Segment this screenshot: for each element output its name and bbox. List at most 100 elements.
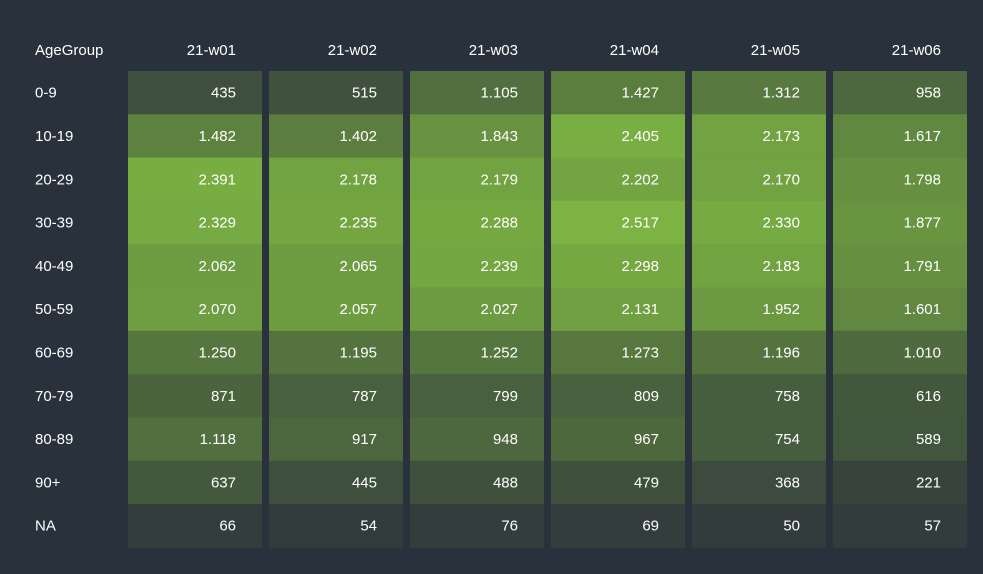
cell-value-label: 50	[783, 518, 800, 535]
cell-value-label: 435	[211, 85, 236, 102]
heatmap-cell	[410, 200, 544, 245]
heatmap-cell	[551, 200, 685, 245]
cell-value-label: 2.517	[621, 215, 659, 232]
cell-value-label: 871	[211, 388, 236, 405]
heatmap-cell	[410, 244, 544, 288]
heatmap-cell	[692, 114, 826, 158]
row-label: 70-79	[35, 388, 73, 405]
cell-value-label: 967	[634, 431, 659, 448]
cell-value-label: 221	[916, 474, 941, 491]
cell-value-label: 917	[352, 431, 377, 448]
heatmap-cell	[128, 114, 262, 158]
heatmap-cell	[128, 287, 262, 332]
heatmap-cell	[833, 504, 967, 548]
cell-value-label: 488	[493, 474, 518, 491]
heatmap-cell	[833, 330, 967, 375]
row-label: 30-39	[35, 215, 73, 232]
heatmap-cell	[551, 287, 685, 332]
heatmap-cell	[128, 71, 262, 115]
heatmap-cell	[692, 374, 826, 418]
column-header: 21-w02	[328, 42, 377, 59]
cell-value-label: 515	[352, 85, 377, 102]
heatmap-cell	[410, 460, 544, 505]
heatmap-cell	[551, 460, 685, 505]
heatmap-cell	[692, 460, 826, 505]
column-header: 21-w01	[187, 42, 236, 59]
heatmap-cell	[833, 460, 967, 505]
cell-value-label: 1.195	[339, 344, 377, 361]
heatmap-cell	[269, 244, 403, 288]
cell-value-label: 2.065	[339, 258, 377, 275]
cell-value-label: 589	[916, 431, 941, 448]
cell-value-label: 758	[775, 388, 800, 405]
cell-value-label: 616	[916, 388, 941, 405]
row-label: 80-89	[35, 431, 73, 448]
heatmap-cell	[269, 114, 403, 158]
heatmap-cell	[692, 200, 826, 245]
heatmap-cell	[551, 71, 685, 115]
heatmap-cell	[269, 374, 403, 418]
heatmap-cell	[128, 460, 262, 505]
row-label: 20-29	[35, 171, 73, 188]
cell-value-label: 445	[352, 474, 377, 491]
cell-value-label: 2.027	[480, 301, 518, 318]
cell-value-label: 2.070	[198, 301, 236, 318]
heatmap-cell	[410, 114, 544, 158]
heatmap-cell	[269, 200, 403, 245]
cell-value-label: 2.239	[480, 258, 518, 275]
cell-value-label: 2.057	[339, 301, 377, 318]
heatmap-cell	[551, 504, 685, 548]
heatmap-cell	[269, 460, 403, 505]
heatmap-cell	[551, 374, 685, 418]
heatmap-cell	[833, 374, 967, 418]
heatmap-cell	[833, 71, 967, 115]
cell-value-label: 2.405	[621, 128, 659, 145]
heatmap-cell	[692, 504, 826, 548]
cell-value-label: 1.427	[621, 85, 659, 102]
cell-value-label: 1.791	[903, 258, 941, 275]
cell-value-label: 1.252	[480, 344, 518, 361]
heatmap-cell	[410, 417, 544, 462]
heatmap-cell	[692, 330, 826, 375]
heatmap-cell	[128, 157, 262, 202]
heatmap-cell	[833, 200, 967, 245]
column-header: 21-w06	[892, 42, 941, 59]
heatmap-cell	[833, 244, 967, 288]
cell-value-label: 66	[219, 518, 236, 535]
cell-value-label: 1.273	[621, 344, 659, 361]
cell-value-label: 2.170	[762, 171, 800, 188]
cell-value-label: 76	[501, 518, 518, 535]
heatmap-cell	[269, 504, 403, 548]
row-label: NA	[35, 518, 56, 535]
cell-value-label: 754	[775, 431, 800, 448]
heatmap-cell	[128, 417, 262, 462]
cell-value-label: 1.196	[762, 344, 800, 361]
cell-value-label: 1.843	[480, 128, 518, 145]
heatmap-cell	[410, 71, 544, 115]
heatmap-cell	[128, 374, 262, 418]
cell-value-label: 1.250	[198, 344, 236, 361]
cell-value-label: 2.183	[762, 258, 800, 275]
cell-value-label: 57	[924, 518, 941, 535]
row-label: 90+	[35, 474, 61, 491]
heatmap-cell	[269, 417, 403, 462]
cell-value-label: 69	[642, 518, 659, 535]
heatmap-cell	[551, 417, 685, 462]
cell-value-label: 809	[634, 388, 659, 405]
column-header: 21-w03	[469, 42, 518, 59]
cell-value-label: 958	[916, 85, 941, 102]
heatmap-cell	[128, 504, 262, 548]
row-label: 50-59	[35, 301, 73, 318]
heatmap-cell	[833, 287, 967, 332]
row-label: 60-69	[35, 344, 73, 361]
cell-value-label: 1.118	[200, 431, 236, 448]
heatmap-cell	[269, 157, 403, 202]
cell-value-label: 1.617	[903, 128, 941, 145]
column-header: 21-w05	[751, 42, 800, 59]
heatmap-cell	[833, 417, 967, 462]
heatmap-cell	[833, 114, 967, 158]
cell-value-label: 787	[352, 388, 377, 405]
cell-value-label: 1.402	[339, 128, 377, 145]
